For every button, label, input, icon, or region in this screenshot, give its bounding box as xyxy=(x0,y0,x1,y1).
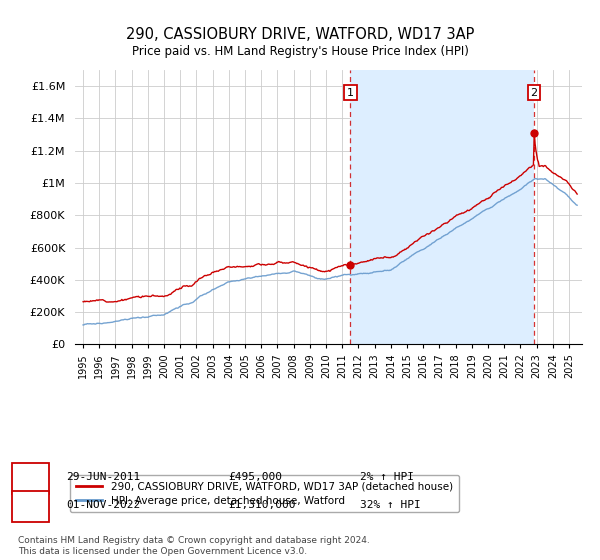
Text: £1,310,000: £1,310,000 xyxy=(228,500,296,510)
Bar xyxy=(350,70,534,344)
Text: 2% ↑ HPI: 2% ↑ HPI xyxy=(360,472,414,482)
Text: Price paid vs. HM Land Registry's House Price Index (HPI): Price paid vs. HM Land Registry's House … xyxy=(131,45,469,58)
Text: 29-JUN-2011: 29-JUN-2011 xyxy=(66,472,140,482)
Text: £495,000: £495,000 xyxy=(228,472,282,482)
Text: 290, CASSIOBURY DRIVE, WATFORD, WD17 3AP: 290, CASSIOBURY DRIVE, WATFORD, WD17 3AP xyxy=(126,27,474,42)
Text: 2: 2 xyxy=(27,498,34,512)
Text: 1: 1 xyxy=(347,87,354,97)
Text: 32% ↑ HPI: 32% ↑ HPI xyxy=(360,500,421,510)
Text: Contains HM Land Registry data © Crown copyright and database right 2024.
This d: Contains HM Land Registry data © Crown c… xyxy=(18,536,370,556)
Legend: 290, CASSIOBURY DRIVE, WATFORD, WD17 3AP (detached house), HPI: Average price, d: 290, CASSIOBURY DRIVE, WATFORD, WD17 3AP… xyxy=(70,475,459,512)
Text: 01-NOV-2022: 01-NOV-2022 xyxy=(66,500,140,510)
Text: 1: 1 xyxy=(27,470,34,484)
Text: 2: 2 xyxy=(530,87,538,97)
